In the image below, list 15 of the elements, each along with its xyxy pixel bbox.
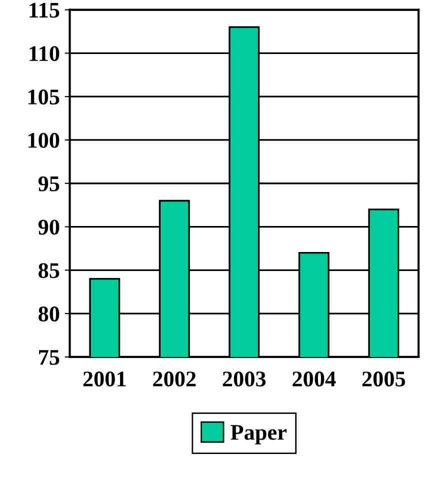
x-tick-label: 2004 — [292, 372, 336, 386]
legend-label: Paper — [230, 425, 287, 444]
y-tick-label: 95 — [38, 176, 60, 192]
x-tick-label: 2001 — [83, 372, 126, 386]
y-tick-label: 115 — [30, 2, 60, 18]
y-tick-label: 75 — [39, 350, 60, 365]
x-tick-label: 2002 — [153, 372, 196, 386]
x-tick-label: 2003 — [222, 372, 266, 386]
y-tick-label: 90 — [38, 220, 60, 235]
y-tick-label: 80 — [38, 306, 60, 322]
y-tick-label: 100 — [28, 132, 60, 148]
y-tick-label: 110 — [30, 46, 60, 62]
y-tick-label: 105 — [28, 90, 60, 105]
y-tick-label: 85 — [38, 263, 60, 278]
x-tick-label: 2005 — [362, 372, 406, 386]
